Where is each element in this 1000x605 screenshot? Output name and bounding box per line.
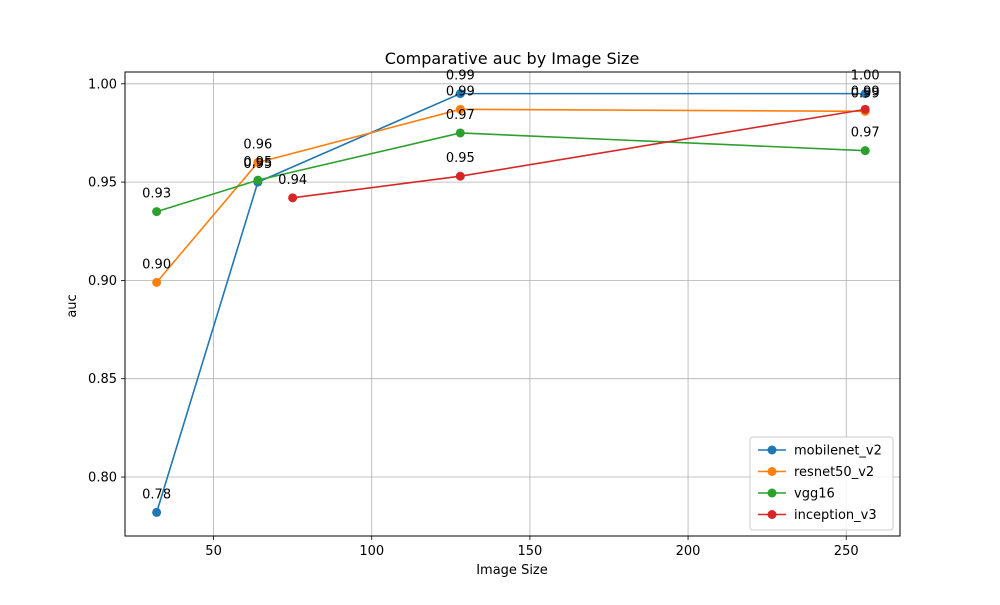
data-label: 0.97 <box>446 108 475 123</box>
legend-item: resnet50_v2 <box>758 465 874 480</box>
legend-item: inception_v3 <box>758 508 877 523</box>
data-point <box>860 89 870 99</box>
data-point <box>253 157 263 167</box>
data-point <box>455 171 465 181</box>
data-point <box>455 89 465 99</box>
y-tick-label: 0.85 <box>88 372 117 387</box>
data-label: 0.90 <box>142 257 171 272</box>
legend-marker <box>767 510 777 519</box>
data-series <box>152 89 870 517</box>
series-inception_v3 <box>288 104 870 203</box>
x-axis-label: Image Size <box>476 563 548 578</box>
x-tick-label: 250 <box>834 544 859 559</box>
data-label: 0.95 <box>446 151 475 166</box>
y-tick-label: 0.80 <box>88 471 117 486</box>
axis-ticks: 50 100 150 200 250 0.80 0.85 0.90 0.95 1.00 <box>88 77 859 559</box>
data-label: 0.99 <box>851 84 880 99</box>
data-point <box>455 128 465 138</box>
data-point <box>253 175 263 185</box>
y-tick-label: 0.90 <box>88 274 117 289</box>
legend: mobilenet_v2 resnet50_v2 vgg16 inception_v3 <box>749 436 894 531</box>
y-tick-label: 0.95 <box>88 176 117 191</box>
data-point <box>152 507 162 517</box>
data-label: 0.99 <box>446 69 475 84</box>
data-label: 1.00 <box>851 69 880 84</box>
data-label: 0.95 <box>243 155 272 170</box>
legend-marker <box>767 445 777 455</box>
data-label: 0.95 <box>243 157 272 172</box>
plot-frame <box>124 71 901 537</box>
y-tick-label: 1.00 <box>88 77 117 92</box>
legend-label: vgg16 <box>794 487 835 502</box>
legend-marker <box>767 467 777 476</box>
data-point <box>152 207 162 217</box>
series-line <box>156 108 866 283</box>
x-tick-label: 200 <box>676 544 701 559</box>
data-label: 0.93 <box>142 187 171 202</box>
legend-box <box>749 436 894 531</box>
data-label: 0.94 <box>278 173 307 188</box>
data-label: 0.99 <box>851 86 880 101</box>
series-line <box>156 132 866 213</box>
legend-item: vgg16 <box>758 487 835 502</box>
legend-label: inception_v3 <box>794 508 877 523</box>
data-labels: 0.780.950.99 1.000.900.960.99 0.990.930.95… <box>142 69 880 503</box>
data-label: 0.97 <box>851 126 880 141</box>
legend-item: mobilenet_v2 <box>758 444 882 459</box>
chart-title: Comparative auc by Image Size <box>385 49 640 68</box>
data-label: 0.78 <box>142 487 171 502</box>
x-tick-label: 150 <box>517 544 542 559</box>
series-line <box>155 92 866 513</box>
series-vgg16 <box>152 128 870 217</box>
data-label: 0.96 <box>243 137 272 152</box>
x-tick-label: 50 <box>205 544 222 559</box>
data-point <box>860 104 870 114</box>
data-point <box>288 193 298 203</box>
data-point <box>860 146 870 156</box>
legend-label: mobilenet_v2 <box>794 444 882 459</box>
legend-marker <box>767 488 777 498</box>
legend-label: resnet50_v2 <box>794 465 874 480</box>
data-label: 0.99 <box>446 84 475 99</box>
y-axis-label: auc <box>65 294 80 317</box>
x-tick-label: 100 <box>359 544 384 559</box>
data-point <box>152 277 162 287</box>
data-point <box>455 104 465 114</box>
